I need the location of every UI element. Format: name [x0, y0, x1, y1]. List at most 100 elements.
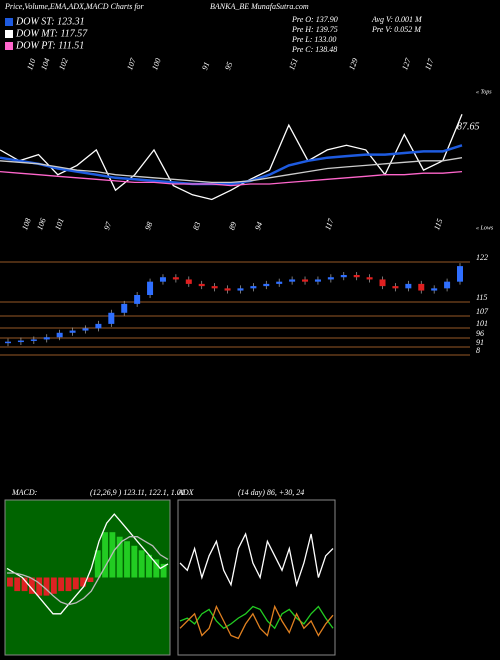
info-text: Pre H: 139.75	[291, 25, 338, 34]
top-label: 104	[39, 57, 52, 71]
histogram-bar	[65, 577, 72, 592]
top-label: 95	[223, 61, 234, 72]
histogram-bar	[58, 577, 65, 592]
level-label: 107	[476, 307, 489, 316]
top-label: 110	[25, 58, 37, 72]
legend-swatch	[5, 18, 13, 26]
low-label: 89	[227, 221, 238, 232]
histogram-bar	[116, 536, 123, 578]
low-label: 94	[253, 221, 264, 232]
candle-body	[418, 283, 425, 291]
info-text: Pre O: 137.90	[291, 15, 338, 24]
candle-body	[379, 279, 386, 287]
candle-body	[224, 288, 231, 291]
candle-body	[340, 275, 347, 278]
histogram-bar	[102, 532, 108, 578]
candle-body	[392, 286, 399, 289]
candle-body	[5, 341, 11, 344]
candle-body	[17, 340, 24, 343]
top-label: 151	[287, 57, 300, 71]
adx-params: (14 day) 86, +30, 24	[238, 488, 304, 497]
series-line	[0, 170, 463, 187]
adx-label: ADX	[177, 488, 195, 497]
series-line	[179, 605, 334, 630]
tops-caption: « Tops	[476, 89, 492, 95]
title: Price,Volume,EMA,ADX,MACD Charts for	[4, 2, 145, 11]
histogram-bar	[80, 577, 87, 587]
histogram-bar	[138, 550, 145, 578]
histogram-bar	[21, 577, 28, 592]
candle-body	[444, 281, 451, 289]
candle-body	[237, 288, 244, 291]
candle-body	[121, 303, 128, 313]
candle-body	[302, 279, 309, 282]
last-price: 87.65	[457, 121, 480, 132]
top-label: 91	[200, 61, 211, 72]
adx-panel	[177, 499, 336, 656]
info-text: Pre L: 133.00	[291, 35, 336, 44]
candle-body	[185, 279, 192, 284]
candle-body	[211, 286, 218, 289]
series-line	[0, 157, 463, 184]
candle-body	[82, 328, 89, 331]
top-label: 129	[347, 57, 360, 71]
legend-label: DOW PT: 111.51	[15, 40, 84, 51]
candle-body	[108, 312, 115, 324]
low-label: 83	[191, 221, 202, 232]
level-label: 96	[476, 329, 484, 338]
histogram-bar	[146, 554, 152, 578]
candle-body	[314, 279, 321, 282]
histogram-bar	[72, 577, 79, 590]
candle-body	[134, 295, 141, 304]
histogram-bar	[50, 577, 57, 594]
legend-label: DOW ST: 123.31	[15, 16, 85, 27]
low-label: 98	[143, 221, 154, 232]
histogram-bar	[36, 577, 43, 596]
level-label: 101	[476, 319, 488, 328]
top-label: 107	[125, 56, 138, 71]
candle-body	[366, 277, 373, 280]
candle-body	[95, 323, 102, 329]
level-label: 8	[476, 346, 480, 355]
candle-body	[250, 286, 257, 289]
histogram-bar	[153, 559, 160, 578]
low-label: 117	[323, 217, 336, 232]
info-text: Avg V: 0.001 M	[371, 15, 423, 24]
candle-body	[43, 337, 50, 340]
candle-body	[276, 281, 283, 284]
low-label: 101	[53, 217, 66, 231]
series-line	[0, 114, 463, 201]
histogram-bar	[124, 541, 130, 578]
level-label: 115	[476, 293, 487, 302]
top-label: 127	[400, 56, 413, 71]
series-line	[179, 604, 334, 640]
histogram-bar	[43, 577, 50, 596]
histogram-bar	[131, 545, 138, 578]
series-line	[0, 144, 463, 186]
histogram-bar	[94, 550, 101, 578]
candle-body	[353, 275, 360, 278]
candle-body	[30, 339, 37, 341]
histogram-bar	[160, 563, 167, 578]
low-label: 106	[35, 217, 48, 231]
info-text: Pre V: 0.052 M	[371, 25, 422, 34]
candle-body	[172, 277, 179, 280]
legend-label: DOW MT: 117.57	[15, 28, 88, 39]
candle-body	[159, 277, 166, 282]
candle-body	[405, 283, 412, 289]
info-text: Pre C: 138.48	[291, 45, 337, 54]
candle-body	[56, 332, 63, 338]
macd-label: MACD:	[11, 488, 38, 497]
series-line	[6, 513, 169, 615]
candle-body	[263, 283, 270, 287]
candle-body	[289, 279, 296, 282]
low-label: 108	[20, 217, 33, 231]
top-label: 102	[57, 57, 70, 71]
candle-body	[198, 283, 205, 287]
level-label: 122	[476, 253, 488, 262]
top-label: 117	[423, 57, 436, 72]
candle-body	[147, 281, 154, 295]
histogram-bar	[87, 577, 94, 583]
site: BANKA_BE MunafaSutra.com	[210, 2, 309, 11]
